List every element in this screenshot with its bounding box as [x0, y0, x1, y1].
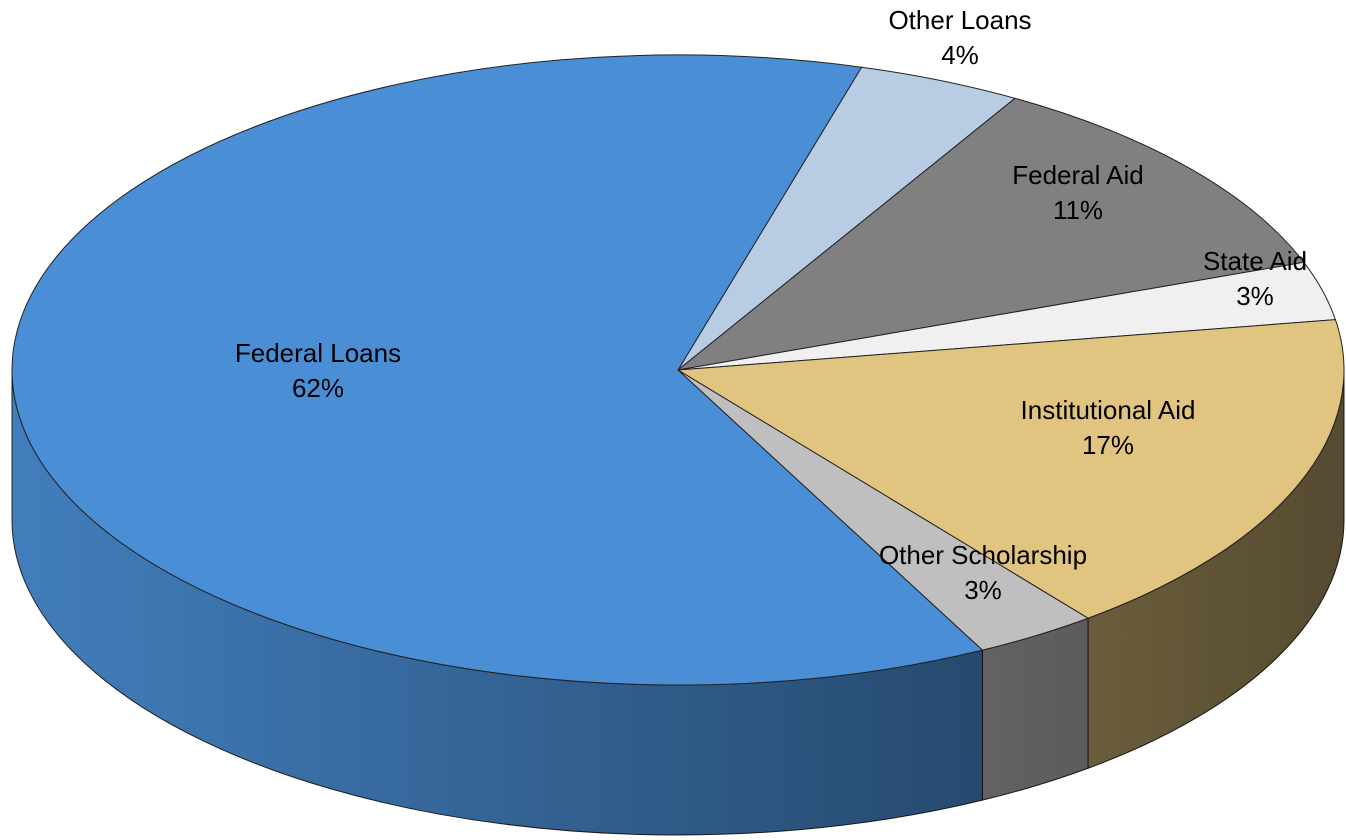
slice-value-label: 3% [964, 575, 1002, 605]
slice-label: Other Loans [888, 5, 1031, 35]
side-shade [12, 370, 1344, 835]
slice-label: Federal Aid [1012, 160, 1144, 190]
slice-label: Other Scholarship [879, 540, 1087, 570]
slice-label: State Aid [1203, 246, 1307, 276]
slice-label: Institutional Aid [1021, 395, 1196, 425]
pie-slice [676, 97, 1305, 371]
pie-slice [676, 319, 1345, 619]
slice-value-label: 17% [1082, 430, 1134, 460]
slice-value-label: 3% [1236, 281, 1274, 311]
pie-slice [11, 54, 984, 686]
slice-value-label: 62% [292, 373, 344, 403]
slice-value-label: 11% [1053, 195, 1103, 225]
slice-value-label: 4% [941, 40, 979, 70]
slice-label: Federal Loans [235, 338, 401, 368]
